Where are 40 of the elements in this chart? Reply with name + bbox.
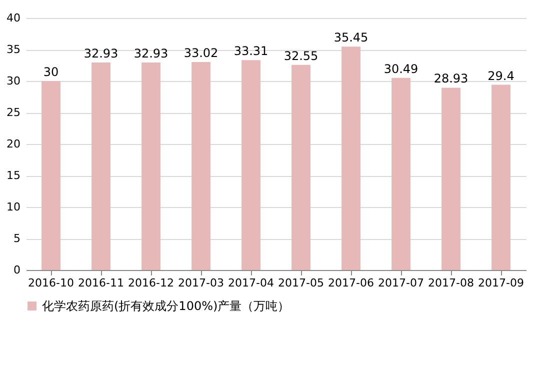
x-tick-label: 2017-03 — [178, 276, 224, 290]
x-tick-label: 2017-04 — [228, 276, 274, 290]
y-tick-label: 10 — [6, 200, 20, 214]
y-tick-label: 20 — [6, 138, 20, 150]
bar — [442, 88, 460, 270]
y-tick-label: 35 — [6, 43, 20, 56]
data-label: 35.45 — [334, 30, 368, 45]
x-tick-label: 2016-11 — [78, 276, 124, 290]
data-label: 32.55 — [284, 48, 318, 63]
bar — [492, 84, 510, 270]
bar — [42, 81, 60, 270]
x-tick-label: 2016-12 — [128, 276, 174, 290]
bar — [292, 64, 310, 270]
bar — [392, 78, 410, 270]
data-label: 33.31 — [234, 44, 268, 58]
bar — [92, 62, 110, 270]
y-tick-label: 0 — [14, 264, 20, 276]
data-label: 29.4 — [488, 68, 514, 83]
y-tick-label: 25 — [6, 106, 20, 119]
data-label: 28.93 — [434, 72, 468, 86]
x-tick-label: 2016-10 — [28, 276, 74, 290]
data-label: 30 — [43, 65, 59, 79]
data-label: 33.02 — [184, 46, 218, 60]
x-tick-label: 2017-05 — [278, 276, 324, 290]
data-label: 32.93 — [134, 46, 168, 61]
bar — [192, 62, 210, 270]
x-tick-label: 2017-07 — [378, 276, 424, 290]
y-tick-label: 15 — [6, 169, 20, 182]
bar — [242, 60, 260, 270]
y-tick-label: 5 — [14, 232, 20, 245]
legend-label: 化学农药原药(折有效成分100%)产量（万吨） — [42, 299, 290, 313]
x-tick-label: 2017-06 — [328, 276, 374, 290]
x-tick-label: 2017-09 — [478, 276, 524, 290]
data-label: 32.93 — [84, 46, 118, 61]
data-label: 30.49 — [384, 62, 418, 76]
bar — [342, 46, 360, 270]
y-tick-label: 40 — [6, 12, 20, 24]
bar — [142, 62, 160, 270]
y-tick-label: 30 — [6, 74, 20, 88]
x-tick-label: 2017-08 — [428, 276, 474, 290]
